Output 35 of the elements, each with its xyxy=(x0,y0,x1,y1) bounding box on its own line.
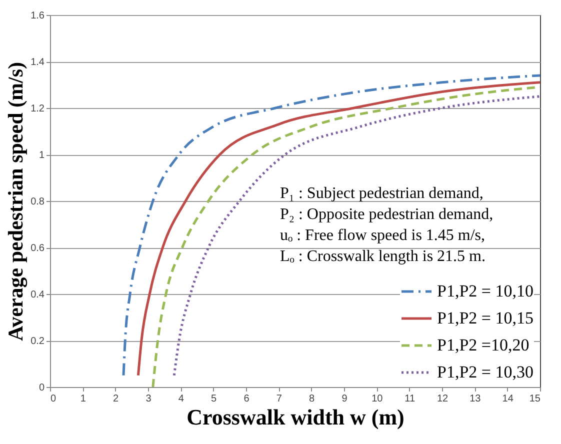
x-tick-label: 7 xyxy=(276,394,282,404)
y-tick-label: 0.6 xyxy=(30,243,45,254)
x-tick-label: 11 xyxy=(404,394,416,404)
x-tick-label: 5 xyxy=(211,394,218,404)
x-tick-label: 1 xyxy=(80,394,86,404)
x-tick-label: 3 xyxy=(146,394,152,404)
y-tick-label: 1.6 xyxy=(30,10,45,22)
x-tick-label: 14 xyxy=(502,394,514,404)
annotation: P₂ : Opposite pedestrian demand, xyxy=(280,206,494,223)
annotation: P₁ : Subject pedestrian demand, xyxy=(280,185,484,202)
x-tick-label: 4 xyxy=(178,394,184,404)
legend-label: P1,P2 = 10,30 xyxy=(437,362,534,382)
y-axis-title: Average pedestrian speed (m/s) xyxy=(4,62,28,341)
y-tick-label: 0.2 xyxy=(30,336,45,347)
y-tick-label: 0.4 xyxy=(30,290,45,300)
y-tick-label: 0.8 xyxy=(30,196,45,208)
x-tick-label: 15 xyxy=(529,394,541,404)
x-tick-label: 13 xyxy=(470,394,482,404)
x-tick-label: 10 xyxy=(372,394,384,404)
x-tick-label: 8 xyxy=(309,394,316,404)
annotation: Lₒ : Crosswalk length is 21.5 m. xyxy=(280,248,486,265)
legend-label: P1,P2 =10,20 xyxy=(437,336,530,354)
y-tick-label: 1 xyxy=(38,150,45,161)
x-tick-label: 0 xyxy=(50,394,56,404)
y-tick-label: 1.2 xyxy=(30,104,45,114)
x-tick-label: 2 xyxy=(113,394,120,404)
x-axis-title: Crosswalk width w (m) xyxy=(186,404,404,430)
x-tick-label: 9 xyxy=(342,394,348,404)
y-tick-label: 0 xyxy=(38,382,45,394)
y-tick-label: 1.4 xyxy=(30,57,45,68)
x-tick-label: 6 xyxy=(244,394,250,404)
legend-label: P1,P2 = 10,10 xyxy=(437,282,534,300)
legend-label: P1,P2 = 10,15 xyxy=(437,308,534,328)
x-tick-label: 12 xyxy=(436,394,448,404)
annotation: uₒ : Free flow speed is 1.45 m/s, xyxy=(280,227,486,244)
